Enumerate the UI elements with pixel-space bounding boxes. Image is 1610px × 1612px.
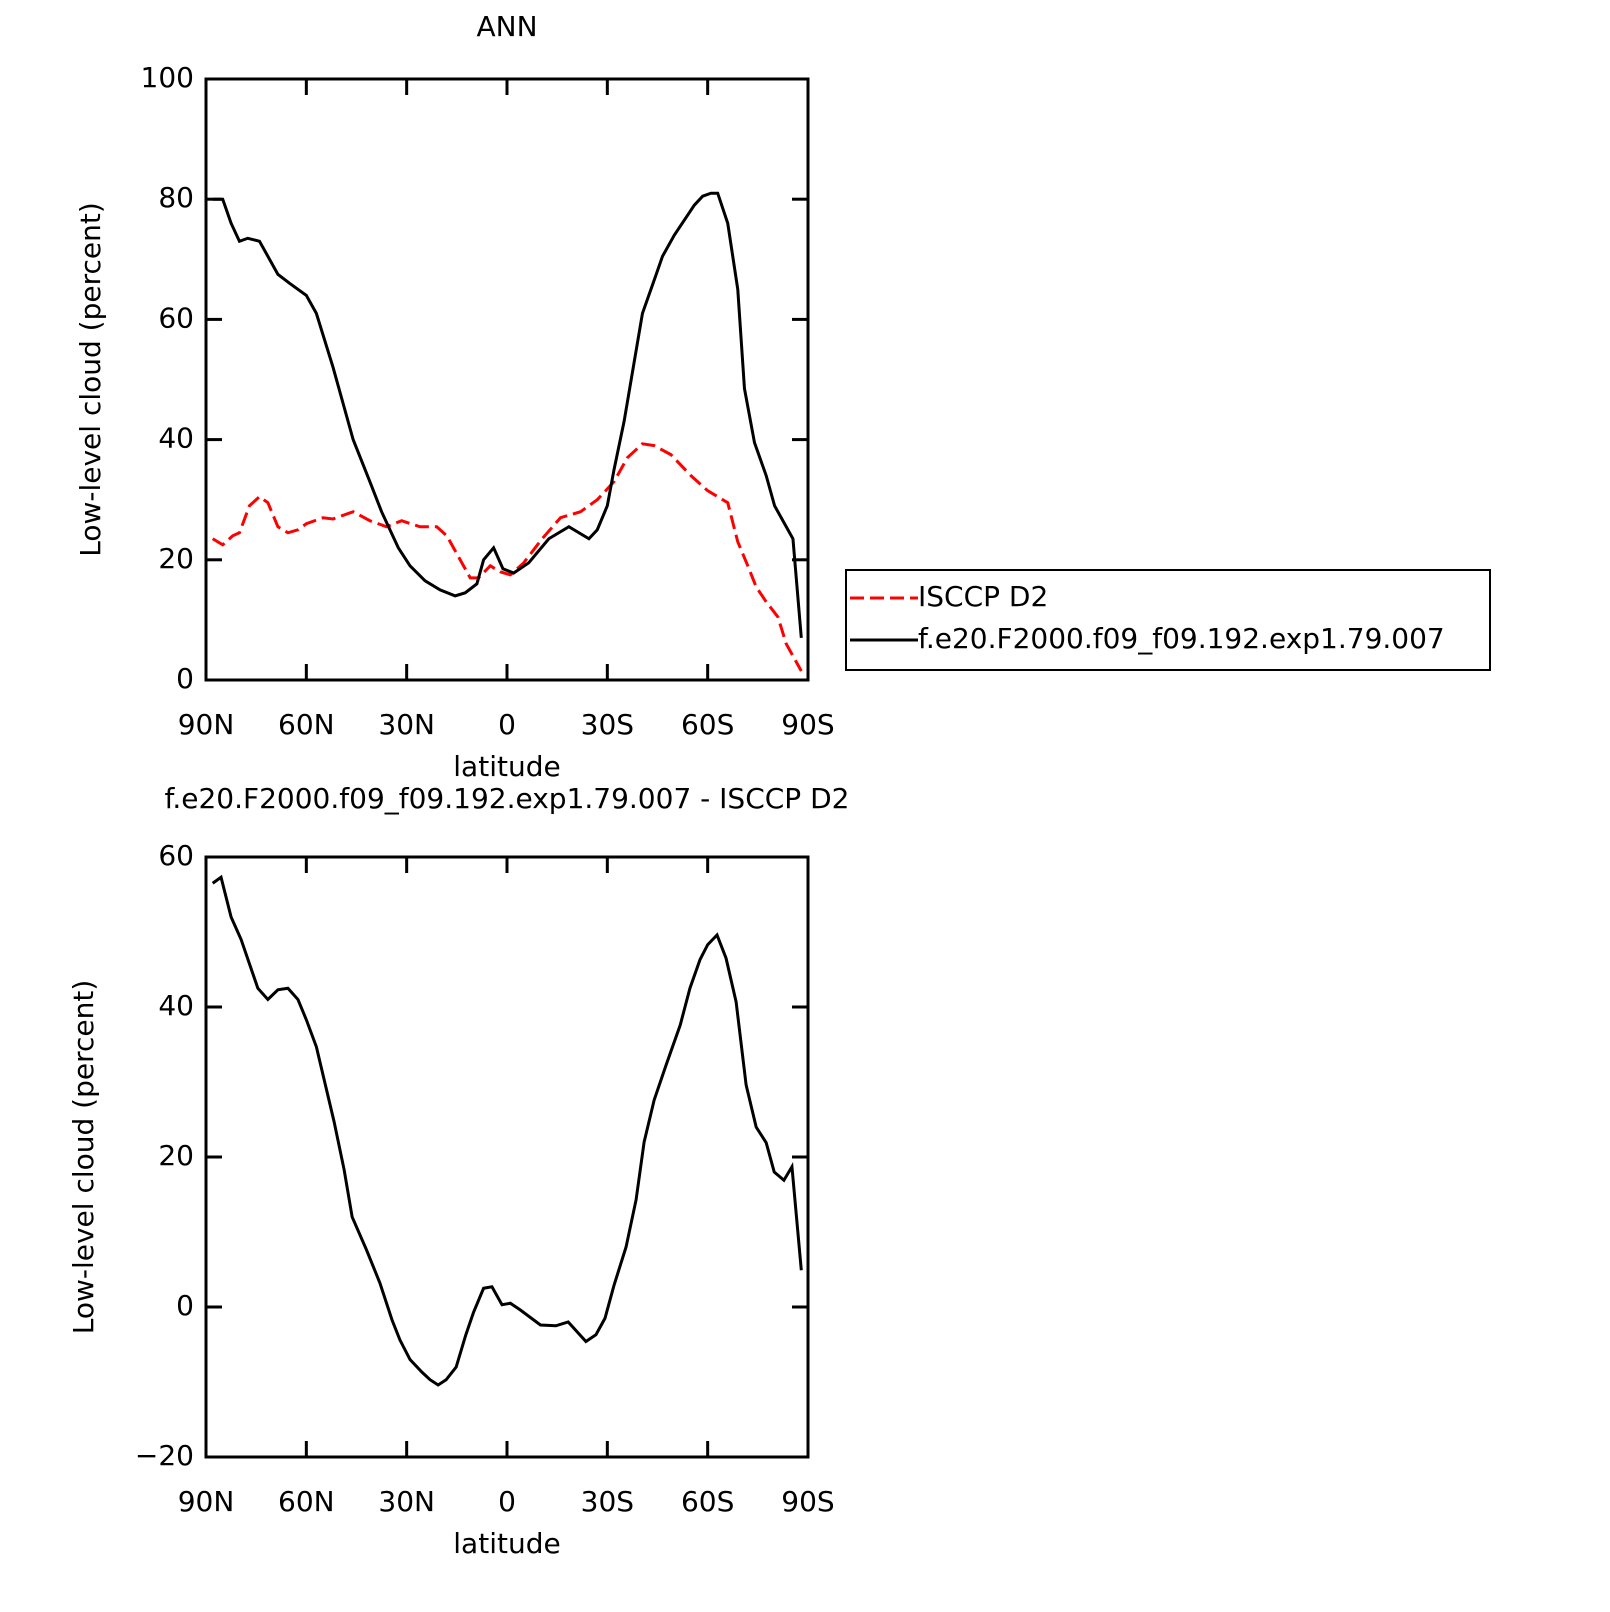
x-tick-label: 60N xyxy=(278,708,335,741)
y-tick-label: 20 xyxy=(158,1139,194,1172)
y-tick-label: −20 xyxy=(135,1439,194,1472)
legend-box xyxy=(845,569,1491,671)
chart-title: ANN xyxy=(476,10,537,43)
x-tick-label: 30S xyxy=(581,708,634,741)
x-tick-label: 0 xyxy=(498,1485,516,1518)
x-tick-label: 90S xyxy=(781,1485,834,1518)
x-tick-label: 90N xyxy=(178,1485,235,1518)
plot-frame xyxy=(204,855,810,1459)
data-line xyxy=(212,191,803,639)
x-tick-label: 90N xyxy=(178,708,235,741)
x-tick-label: 0 xyxy=(498,708,516,741)
x-axis-label: latitude xyxy=(453,1527,560,1560)
y-tick-label: 80 xyxy=(158,181,194,214)
x-axis-label: latitude xyxy=(453,750,560,783)
y-axis-label: Low-level cloud (percent) xyxy=(74,202,107,557)
y-tick-label: 0 xyxy=(176,662,194,695)
x-tick-label: 60S xyxy=(681,1485,734,1518)
plot-frame xyxy=(204,77,810,682)
y-tick-label: 20 xyxy=(158,542,194,575)
y-tick-label: 40 xyxy=(158,422,194,455)
legend-label: f.e20.F2000.f09_f09.192.exp1.79.007 xyxy=(918,622,1445,655)
legend-label: ISCCP D2 xyxy=(918,580,1048,613)
x-tick-label: 30S xyxy=(581,1485,634,1518)
chart-title: f.e20.F2000.f09_f09.192.exp1.79.007 - IS… xyxy=(165,782,850,815)
y-axis-label: Low-level cloud (percent) xyxy=(67,980,100,1335)
x-tick-label: 60S xyxy=(681,708,734,741)
y-tick-label: 40 xyxy=(158,989,194,1022)
data-line xyxy=(211,874,803,1387)
y-tick-label: 100 xyxy=(141,61,194,94)
x-tick-label: 60N xyxy=(278,1485,335,1518)
y-tick-label: 60 xyxy=(158,839,194,872)
y-tick-label: 60 xyxy=(158,301,194,334)
x-tick-label: 30N xyxy=(378,708,435,741)
y-tick-label: 0 xyxy=(176,1289,194,1322)
x-tick-label: 30N xyxy=(378,1485,435,1518)
x-tick-label: 90S xyxy=(781,708,834,741)
data-line xyxy=(211,442,803,672)
